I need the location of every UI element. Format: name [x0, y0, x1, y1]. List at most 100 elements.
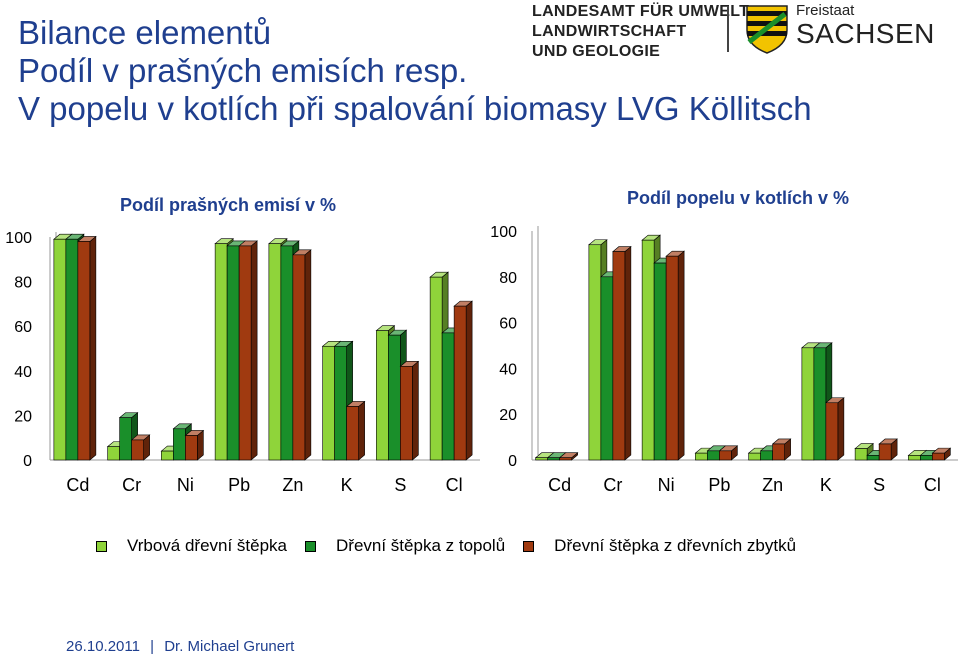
- footer: 26.10.2011 | Dr. Michael Grunert: [66, 638, 294, 655]
- bar: [226, 245, 240, 461]
- bar: [131, 439, 144, 461]
- legend-swatch-2: [305, 540, 317, 552]
- bar: [547, 457, 560, 461]
- bar: [588, 244, 602, 461]
- bar: [400, 366, 413, 461]
- bar-side: [465, 300, 473, 461]
- chart-2: Podíl popelu v kotlích v % 0 20 40 60 80 100 Cd…: [490, 188, 958, 495]
- bar: [612, 251, 626, 461]
- footer-separator: |: [150, 638, 155, 655]
- bar: [695, 452, 708, 461]
- bar: [600, 276, 614, 461]
- bar: [801, 347, 815, 461]
- bar-side: [89, 235, 97, 461]
- slide-title: Bilance elementů Podíl v prašných emisíc…: [18, 14, 812, 128]
- bar: [908, 455, 921, 461]
- bar: [932, 452, 945, 461]
- bar: [238, 245, 252, 461]
- y-tick-label: 40: [499, 361, 517, 378]
- bar: [119, 417, 132, 461]
- chart-title: Podíl popelu v kotlích v %: [627, 188, 849, 208]
- x-tick-label: Cr: [122, 475, 141, 495]
- lfulg-logo-text: LANDESAMT FÜR UMWELT, LANDWIRTSCHAFT UND…: [532, 2, 752, 62]
- bar: [813, 347, 827, 461]
- bar: [441, 332, 455, 461]
- bar: [453, 305, 467, 461]
- title-line-2: Podíl v prašných emisích resp.: [18, 52, 468, 89]
- y-tick-label: 20: [499, 407, 517, 424]
- x-tick-label: Pb: [228, 475, 250, 495]
- legend-label-1: Vrbová dřevní štěpka: [127, 536, 288, 555]
- bar-side: [677, 250, 685, 461]
- bar: [760, 450, 773, 461]
- logo-line-3: UND GEOLOGIE: [532, 43, 661, 60]
- x-tick-label: Ni: [177, 475, 194, 495]
- bar: [772, 443, 785, 461]
- bar: [748, 452, 761, 461]
- bar: [535, 457, 548, 461]
- title-line-3: V popelu v kotlích při spalování biomasy…: [18, 90, 812, 127]
- bar: [77, 241, 91, 461]
- bar-side: [624, 245, 632, 461]
- legend-label-3: Dřevní štěpka z dřevních zbytků: [554, 536, 797, 555]
- bar: [173, 428, 186, 461]
- x-tick-label: Zn: [282, 475, 303, 495]
- bar: [559, 457, 572, 461]
- chart-title: Podíl prašných emisí v %: [120, 195, 336, 215]
- title-line-1: Bilance elementů: [18, 14, 272, 51]
- bar: [866, 455, 880, 461]
- legend-item-2: Dřevní štěpka z topolů: [305, 536, 505, 556]
- y-tick-label: 60: [14, 319, 32, 336]
- legend-item-1: Vrbová dřevní štěpka: [96, 536, 287, 556]
- y-tick-label: 80: [499, 270, 517, 287]
- bar-side: [837, 397, 845, 461]
- bar: [878, 443, 892, 461]
- bar: [719, 450, 732, 461]
- bar: [388, 334, 401, 461]
- x-tick-label: Cl: [446, 475, 463, 495]
- bar-side: [250, 240, 258, 461]
- sachsen-logo-text: Freistaat SACHSEN: [796, 2, 935, 48]
- x-tick-label: Zn: [762, 475, 783, 495]
- bar: [346, 406, 359, 461]
- bar: [429, 276, 443, 461]
- y-tick-label: 100: [490, 224, 517, 241]
- bar: [376, 330, 389, 461]
- legend-swatch-3: [523, 540, 535, 552]
- charts-area: Podíl prašných emisí v % 0 20 40 60 80 100 Cd Cr…: [5, 188, 958, 495]
- x-tick-label: Pb: [708, 475, 730, 495]
- sachsen-label: SACHSEN: [796, 18, 935, 49]
- chart-1: Podíl prašných emisí v % 0 20 40 60 80 100 Cd Cr…: [5, 195, 480, 495]
- x-tick-label: Cl: [924, 475, 941, 495]
- x-tick-label: S: [394, 475, 406, 495]
- legend: Vrbová dřevní štěpka Dřevní štěpka z top…: [96, 536, 814, 556]
- logo-line-1: LANDESAMT FÜR UMWELT,: [532, 3, 753, 20]
- bar: [292, 254, 306, 461]
- bar: [107, 446, 120, 461]
- y-tick-label: 40: [14, 364, 32, 381]
- bar: [641, 239, 655, 461]
- bar: [214, 243, 228, 461]
- bar: [920, 455, 933, 461]
- x-tick-label: Cd: [548, 475, 571, 495]
- x-tick-label: Ni: [658, 475, 675, 495]
- bar: [185, 435, 198, 461]
- legend-item-3: Dřevní štěpka z dřevních zbytků: [523, 536, 796, 556]
- bar: [653, 262, 667, 461]
- bar: [854, 448, 868, 461]
- y-tick-label: 60: [499, 316, 517, 333]
- bar-side: [412, 360, 419, 461]
- y-tick-label: 80: [14, 275, 32, 292]
- legend-label-2: Dřevní štěpka z topolů: [336, 536, 506, 555]
- bar-side: [358, 400, 365, 461]
- x-tick-label: Cd: [66, 475, 89, 495]
- bar: [268, 243, 282, 461]
- bar: [825, 402, 839, 461]
- y-tick-label: 20: [14, 408, 32, 425]
- bar: [322, 345, 335, 461]
- bar: [334, 345, 347, 461]
- saxony-coat-of-arms-icon: [746, 5, 788, 54]
- bar: [280, 245, 294, 461]
- y-tick-label: 0: [23, 453, 32, 470]
- legend-swatch-1: [96, 540, 107, 552]
